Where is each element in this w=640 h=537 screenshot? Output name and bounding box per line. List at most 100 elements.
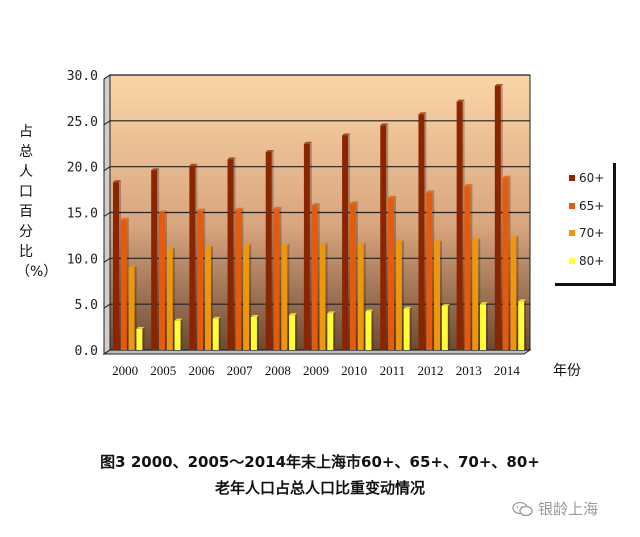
bar-top xyxy=(456,99,465,102)
legend-swatch-65 xyxy=(569,203,575,209)
bar-side xyxy=(508,175,511,350)
bar xyxy=(456,101,463,350)
bar xyxy=(166,249,173,350)
bar-side xyxy=(409,306,412,350)
legend: 60+ 65+ 70+ 80+ xyxy=(555,163,616,286)
bar xyxy=(518,301,525,350)
bar-top xyxy=(197,208,206,211)
bar-side xyxy=(233,157,236,350)
x-axis-label: 年份 xyxy=(553,363,581,379)
legend-item-70: 70+ xyxy=(569,226,604,240)
bar-side xyxy=(348,133,351,350)
legend-swatch-70 xyxy=(569,230,575,236)
bar-side xyxy=(401,239,404,350)
bar-top xyxy=(365,309,374,312)
bar-top xyxy=(166,247,175,250)
bar xyxy=(174,320,181,350)
bar-top xyxy=(472,238,481,240)
bar xyxy=(494,86,501,350)
gridline-side xyxy=(103,303,111,309)
bar-side xyxy=(524,299,527,350)
bar xyxy=(212,318,219,350)
bar-side xyxy=(440,239,443,350)
bar-side xyxy=(210,245,213,350)
bar-side xyxy=(249,243,252,350)
bar xyxy=(281,245,288,350)
bar-top xyxy=(342,133,351,136)
bar-chart: 0.05.010.015.020.025.030.0 2000 2005 2006 2… xyxy=(67,69,532,378)
bar-side xyxy=(447,304,450,350)
bar-top xyxy=(136,326,145,329)
bar-top xyxy=(189,163,198,166)
bar-top xyxy=(494,84,503,86)
bar-top xyxy=(434,239,443,242)
bar-side xyxy=(119,180,121,350)
gridline-side xyxy=(103,166,111,172)
bar-side xyxy=(486,302,489,350)
bar-side xyxy=(470,183,473,350)
y-axis-label: 占总人口百分比（%） xyxy=(16,124,58,280)
legend-item-60: 60+ xyxy=(569,171,604,185)
bar-top xyxy=(128,265,137,268)
bar-top xyxy=(502,175,511,178)
bar-top xyxy=(311,203,320,206)
bar xyxy=(403,308,410,350)
bar-top xyxy=(518,299,527,302)
bar xyxy=(273,208,280,350)
wechat-icon xyxy=(512,501,533,516)
bar-top xyxy=(243,243,252,246)
bar-side xyxy=(271,150,274,350)
bar xyxy=(136,328,143,350)
bar-top xyxy=(319,242,328,245)
legend-label-70: 70+ xyxy=(579,226,605,240)
bar-side xyxy=(516,235,519,350)
bar-top xyxy=(441,304,450,306)
bar-side xyxy=(363,242,366,350)
bar-side xyxy=(355,201,358,350)
bar-side xyxy=(195,163,198,350)
gridline-side xyxy=(103,349,111,355)
bar xyxy=(319,244,326,350)
bar-top xyxy=(273,206,282,209)
bar-side xyxy=(126,217,129,350)
bar-top xyxy=(464,183,473,186)
bar-side xyxy=(432,190,435,350)
bar-side xyxy=(295,313,298,350)
watermark: 银龄上海 xyxy=(512,498,598,519)
bar-top xyxy=(380,123,389,126)
x-tick-label: 2012 xyxy=(418,363,444,378)
bar xyxy=(243,245,250,350)
y-tick-label: 25.0 xyxy=(67,115,98,130)
x-tick-labels: 2000 2005 2006 2007 2008 2009 2010 2011 2012 2013… xyxy=(112,363,520,378)
x-tick-label: 2005 xyxy=(150,363,176,378)
bar-top xyxy=(212,316,221,319)
bar-top xyxy=(327,311,336,314)
bar xyxy=(426,192,433,350)
legend-label-80: 80+ xyxy=(579,254,605,268)
bar-side xyxy=(142,326,145,350)
bar xyxy=(464,185,471,350)
bar-top xyxy=(227,157,236,160)
bar-top xyxy=(388,195,397,198)
bar-side xyxy=(500,84,503,350)
bar xyxy=(189,165,196,350)
legend-item-80: 80+ xyxy=(569,254,604,268)
bar-side xyxy=(279,206,282,350)
bar-side xyxy=(256,315,259,350)
bar-side xyxy=(371,309,374,350)
bar-side xyxy=(462,99,465,350)
legend-swatch-60 xyxy=(569,175,575,181)
bar-side xyxy=(164,210,167,350)
bar-top xyxy=(349,201,358,204)
bar-top xyxy=(158,210,167,213)
bar-top xyxy=(151,168,160,171)
legend-item-65: 65+ xyxy=(569,199,604,213)
bar xyxy=(151,170,158,350)
x-tick-label: 2013 xyxy=(456,363,482,378)
bar xyxy=(289,315,296,350)
bar-top xyxy=(289,313,298,316)
bar-top xyxy=(235,207,244,210)
x-tick-label: 2008 xyxy=(265,363,291,378)
bar-top xyxy=(250,315,259,317)
x-tick-label: 2009 xyxy=(303,363,329,378)
